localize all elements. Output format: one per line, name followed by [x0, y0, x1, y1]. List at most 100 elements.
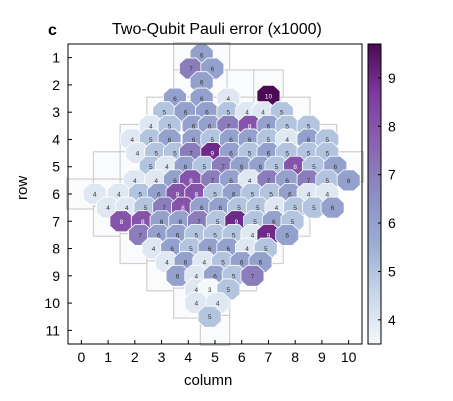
- pair-error-label: 6: [347, 178, 351, 185]
- pair-error-label: 4: [194, 301, 198, 308]
- pair-error-label: 9: [267, 232, 271, 239]
- pair-error-label: 4: [194, 273, 198, 280]
- pair-error-label: 6: [184, 110, 188, 117]
- x-tick-label: 8: [291, 349, 299, 365]
- pair-error-label: 4: [285, 137, 289, 144]
- pair-error-label: 6: [170, 246, 174, 253]
- y-tick-label: 11: [45, 322, 60, 338]
- pair-error-label: 5: [251, 192, 255, 199]
- pair-error-label: 6: [178, 219, 182, 226]
- x-tick-label: 6: [238, 349, 246, 365]
- pair-error-label: 4: [93, 192, 97, 199]
- pair-error-label: 9: [235, 219, 239, 226]
- pair-error-label: 6: [176, 273, 180, 280]
- pair-error-label: 4: [149, 123, 153, 130]
- pair-error-label: 6: [213, 273, 217, 280]
- pair-error-cell: [197, 305, 222, 328]
- pair-error-label: 6: [200, 80, 204, 87]
- pair-error-label: 4: [130, 137, 134, 144]
- colorbar-tick-label: 4: [388, 312, 396, 328]
- pair-error-label: 5: [211, 137, 215, 144]
- pair-error-label: 7: [307, 178, 311, 185]
- pair-error-label: 5: [325, 137, 329, 144]
- colorbar-tick-label: 8: [388, 118, 396, 134]
- pair-error-label: 5: [149, 137, 153, 144]
- y-tick-label: 8: [52, 241, 60, 257]
- pair-error-label: 6: [200, 205, 204, 212]
- pair-error-label: 7: [189, 151, 193, 158]
- pair-error-label: 8: [120, 219, 124, 226]
- colorbar-tick-label: 9: [388, 70, 396, 86]
- pair-error-label: 5: [253, 219, 257, 226]
- pair-error-label: 5: [138, 192, 142, 199]
- pair-error-label: 7: [138, 232, 142, 239]
- pair-error-label: 5: [307, 151, 311, 158]
- pair-error-label: 6: [288, 192, 292, 199]
- colorbar-tick-label: 5: [388, 263, 396, 279]
- pair-error-label: 8: [141, 219, 145, 226]
- pair-error-label: 6: [200, 52, 204, 59]
- pair-error-label: 8: [194, 192, 198, 199]
- qubit-cell: [92, 151, 124, 183]
- x-tick-label: 10: [341, 349, 357, 365]
- y-tick-label: 4: [52, 131, 60, 147]
- pair-error-label: 8: [176, 192, 180, 199]
- pair-error-label: 6: [248, 137, 252, 144]
- pair-error-label: 5: [307, 123, 311, 130]
- pair-error-label: 6: [205, 110, 209, 117]
- pair-error-label: 5: [280, 110, 284, 117]
- y-tick-label: 10: [44, 295, 60, 311]
- y-tick-label: 1: [52, 50, 60, 66]
- pair-error-label: 6: [160, 219, 164, 226]
- pair-error-label: 8: [293, 164, 297, 171]
- pair-error-label: 6: [307, 137, 311, 144]
- pair-error-label: 5: [232, 232, 236, 239]
- pair-error-cell: [240, 264, 265, 287]
- pair-error-label: 6: [240, 164, 244, 171]
- colorbar: [367, 43, 382, 345]
- x-tick-label: 3: [158, 349, 166, 365]
- pair-error-label: 6: [267, 123, 271, 130]
- pair-error-label: 8: [248, 123, 252, 130]
- pair-error-label: 5: [325, 151, 329, 158]
- pair-error-label: 6: [229, 137, 233, 144]
- pair-error-label: 6: [272, 219, 276, 226]
- y-axis-label: row: [14, 175, 31, 200]
- pair-error-label: 6: [211, 66, 215, 73]
- pair-error-label: 5: [275, 164, 279, 171]
- pair-error-label: 6: [240, 260, 244, 267]
- pair-error-label: 5: [227, 287, 231, 294]
- panel-letter: c: [48, 22, 57, 39]
- pair-error-label: 5: [216, 219, 220, 226]
- pair-error-label: 4: [136, 151, 140, 158]
- pair-error-label: 8: [189, 178, 193, 185]
- pair-error-label: 4: [106, 205, 110, 212]
- pair-error-label: 5: [149, 164, 153, 171]
- pair-error-label: 10: [265, 93, 273, 100]
- pair-error-label: 5: [227, 110, 231, 117]
- pair-error-label: 4: [154, 178, 158, 185]
- pair-error-label: 5: [213, 232, 217, 239]
- pair-error-label: 4: [165, 164, 169, 171]
- pair-error-label: 5: [162, 110, 166, 117]
- pair-error-label: 7: [267, 178, 271, 185]
- y-tick-label: 3: [52, 104, 60, 120]
- pair-error-label: 6: [229, 178, 233, 185]
- pair-error-label: 6: [168, 137, 172, 144]
- pair-error-label: 5: [256, 205, 260, 212]
- pair-error-label: 6: [157, 232, 161, 239]
- pair-error-label: 4: [275, 205, 279, 212]
- x-axis-label: column: [184, 372, 233, 389]
- pair-error-label: 6: [285, 232, 289, 239]
- x-tick-label: 5: [211, 349, 219, 365]
- pair-error-cell: [336, 169, 361, 192]
- pair-error-label: 7: [221, 164, 225, 171]
- pair-error-label: 5: [291, 219, 295, 226]
- pair-error-label: 8: [181, 205, 185, 212]
- pair-error-label: 4: [117, 192, 121, 199]
- pair-error-label: 4: [202, 260, 206, 267]
- pair-error-label: 6: [192, 123, 196, 130]
- pair-error-label: 7: [197, 219, 201, 226]
- pair-error-label: 6: [232, 192, 236, 199]
- pair-error-label: 5: [293, 205, 297, 212]
